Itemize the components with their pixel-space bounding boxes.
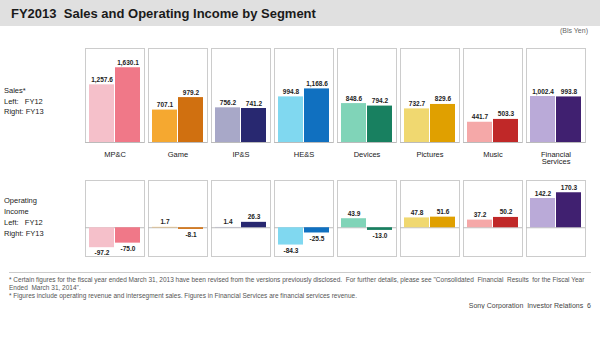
- svg-text:756.2: 756.2: [220, 99, 237, 106]
- svg-text:994.8: 994.8: [283, 88, 300, 95]
- svg-text:HE&S: HE&S: [294, 150, 314, 159]
- html-text:(Bls Yen): (Bls Yen): [560, 27, 588, 34]
- svg-text:979.2: 979.2: [183, 89, 200, 96]
- svg-text:-8.1: -8.1: [185, 231, 197, 238]
- svg-text:Devices: Devices: [354, 150, 381, 159]
- svg-text:993.8: 993.8: [561, 88, 578, 95]
- svg-text:794.2: 794.2: [372, 97, 389, 104]
- html-text:* Certain figures for the fisc: * Certain figures for the fiscal year en…: [9, 276, 587, 291]
- html-text:* Figures include operating re: * Figures include operating revenue and …: [9, 292, 357, 299]
- svg-text:-84.3: -84.3: [284, 247, 299, 254]
- svg-text:170.3: 170.3: [561, 184, 578, 191]
- svg-text:441.7: 441.7: [472, 113, 489, 120]
- svg-text:-25.5: -25.5: [310, 235, 325, 242]
- html-text:Sales* Left: FY12 Right: FY13: Sales* Left: FY12 Right: FY13: [4, 85, 44, 117]
- svg-text:43.9: 43.9: [348, 210, 361, 217]
- svg-text:1.7: 1.7: [160, 218, 169, 225]
- svg-text:1.4: 1.4: [223, 218, 232, 225]
- svg-text:Pictures: Pictures: [416, 150, 443, 159]
- svg-text:1,257.6: 1,257.6: [91, 76, 113, 84]
- svg-text:MP&C: MP&C: [104, 150, 126, 159]
- svg-text:51.6: 51.6: [437, 208, 450, 215]
- html-text:Operating Income Left: FY12 Ri: Operating Income Left: FY12 Right: FY13: [4, 196, 44, 238]
- svg-text:1,630.1: 1,630.1: [117, 59, 139, 67]
- svg-text:142.2: 142.2: [535, 190, 552, 197]
- html-text:Sony Corporation Investor Rela: Sony Corporation Investor Relations 6: [468, 302, 591, 309]
- svg-text:829.6: 829.6: [435, 95, 452, 102]
- svg-text:50.2: 50.2: [500, 208, 513, 215]
- html-text:FY2013 Sales and Operating Inc: FY2013 Sales and Operating Income by Seg…: [11, 5, 316, 21]
- svg-text:-97.2: -97.2: [95, 249, 110, 256]
- svg-text:37.2: 37.2: [474, 211, 487, 218]
- svg-text:IP&S: IP&S: [232, 150, 249, 159]
- svg-text:FinancialServices: FinancialServices: [541, 150, 571, 167]
- svg-text:848.6: 848.6: [346, 95, 363, 102]
- svg-text:503.3: 503.3: [498, 110, 515, 117]
- svg-text:1,002.4: 1,002.4: [532, 88, 554, 96]
- svg-text:Game: Game: [168, 150, 188, 159]
- svg-text:26.3: 26.3: [248, 213, 261, 220]
- svg-text:-13.0: -13.0: [373, 232, 388, 239]
- svg-text:-75.0: -75.0: [121, 245, 136, 252]
- svg-text:732.7: 732.7: [409, 100, 426, 107]
- svg-text:707.1: 707.1: [157, 101, 174, 108]
- svg-text:Music: Music: [483, 150, 503, 159]
- svg-text:47.8: 47.8: [411, 209, 424, 216]
- svg-text:1,168.6: 1,168.6: [306, 80, 328, 88]
- svg-text:741.2: 741.2: [246, 100, 263, 107]
